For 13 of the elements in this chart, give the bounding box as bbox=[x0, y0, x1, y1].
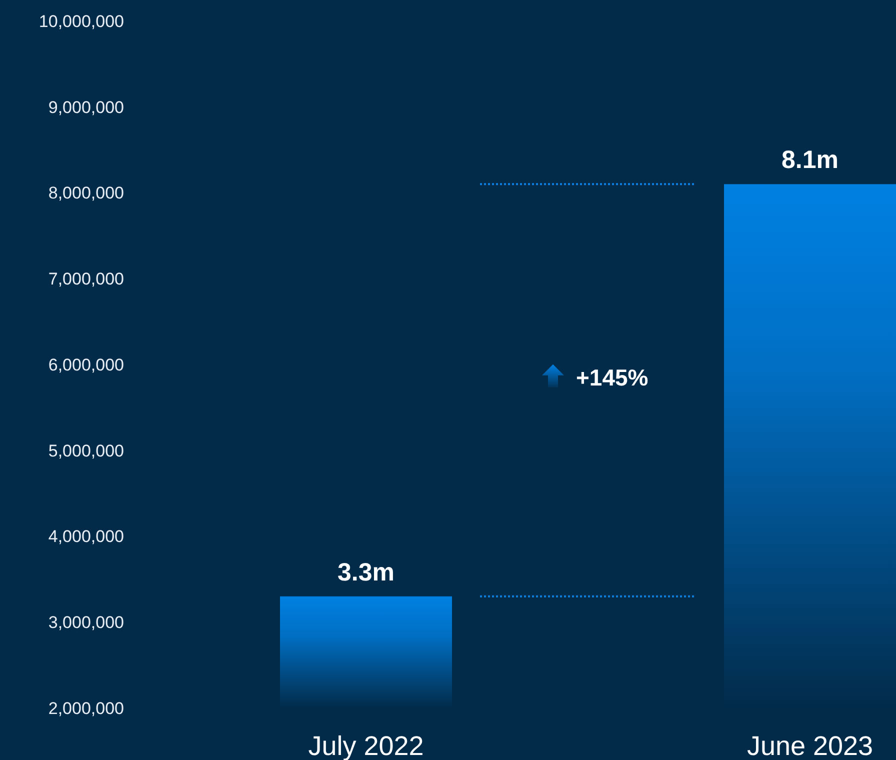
y-tick-label: 10,000,000 bbox=[38, 12, 124, 31]
x-tick-label: June 2023 bbox=[746, 731, 874, 760]
y-tick-label: 3,000,000 bbox=[48, 613, 124, 632]
annotation: +145% bbox=[576, 364, 648, 390]
data-label: 8.1m bbox=[782, 146, 838, 174]
y-tick-label: 2,000,000 bbox=[48, 698, 124, 718]
y-tick-label: 6,000,000 bbox=[48, 355, 124, 374]
y-tick-label: 9,000,000 bbox=[48, 98, 124, 117]
data-label: 3.3m bbox=[338, 558, 394, 586]
y-tick-label: 7,000,000 bbox=[48, 270, 124, 289]
y-tick-label: 4,000,000 bbox=[48, 527, 124, 546]
y-tick-label: 5,000,000 bbox=[48, 441, 124, 460]
y-tick-label: 8,000,000 bbox=[48, 184, 124, 203]
